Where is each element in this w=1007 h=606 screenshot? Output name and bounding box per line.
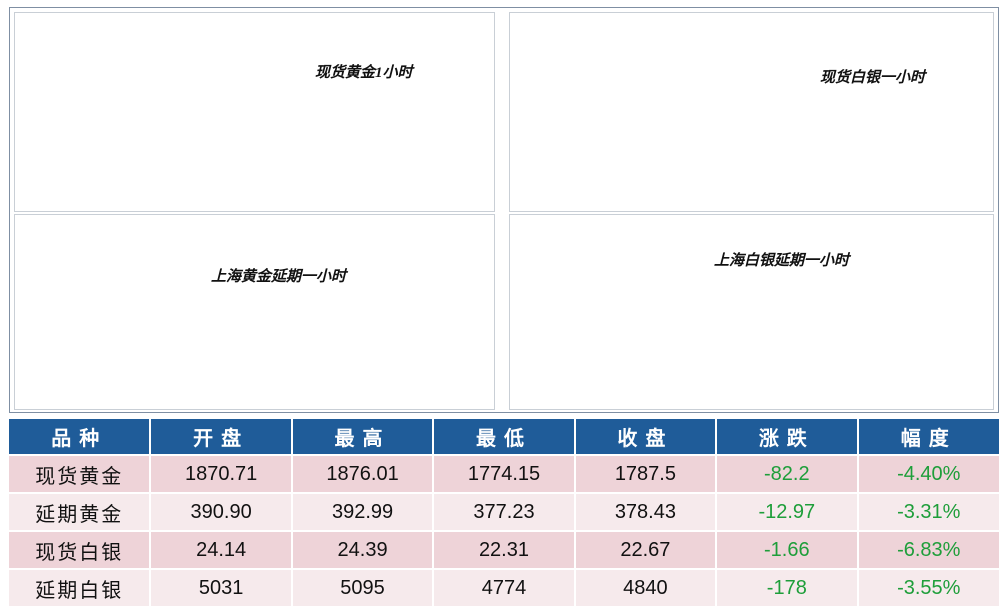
- table-row: 现货黄金 1870.71 1876.01 1774.15 1787.5 -82.…: [9, 454, 999, 493]
- cell-percent: -3.31%: [857, 492, 999, 531]
- cell-variety: 延期白银: [9, 568, 152, 606]
- cell-percent: -6.83%: [857, 530, 999, 569]
- cell-change: -82.2: [716, 454, 859, 493]
- cell-variety: 现货白银: [9, 530, 152, 569]
- header-close: 收盘: [574, 419, 718, 455]
- table-header-row: 品种 开盘 最高 最低 收盘 涨跌 幅度: [9, 419, 999, 455]
- chart-svg-sh-silver-td: [510, 215, 994, 410]
- cell-change: -1.66: [716, 530, 859, 569]
- cell-variety: 现货黄金: [9, 454, 152, 493]
- cell-high: 5095: [291, 568, 435, 606]
- cell-change: -12.97: [716, 492, 859, 531]
- header-open: 开盘: [150, 419, 293, 455]
- header-low: 最低: [433, 419, 576, 455]
- cell-close: 22.67: [574, 530, 718, 569]
- cell-change: -178: [716, 568, 859, 606]
- cell-percent: -4.40%: [857, 454, 999, 493]
- cell-percent: -3.55%: [857, 568, 999, 606]
- cell-low: 377.23: [433, 492, 576, 531]
- chart-svg-spot-silver: [510, 13, 994, 212]
- cell-low: 22.31: [433, 530, 576, 569]
- chart-title-sh-gold-td: 上海黄金延期一小时: [211, 269, 347, 285]
- table-row: 延期黄金 390.90 392.99 377.23 378.43 -12.97 …: [9, 492, 999, 531]
- cell-low: 4774: [433, 568, 576, 606]
- cell-open: 1870.71: [150, 454, 293, 493]
- chart-svg-sh-gold-td: [15, 215, 495, 410]
- cell-close: 378.43: [574, 492, 718, 531]
- price-summary-table: 品种 开盘 最高 最低 收盘 涨跌 幅度 现货黄金 1870.71 1876.0…: [9, 419, 999, 606]
- cell-variety: 延期黄金: [9, 492, 152, 531]
- header-percent: 幅度: [857, 419, 999, 455]
- charts-frame: 现货黄金1小时 现货白银一小时 上海黄金延期一小时 上海白银延期一小时: [9, 7, 999, 413]
- chart-panel-sh-gold-td: 上海黄金延期一小时: [14, 214, 495, 410]
- cell-high: 24.39: [291, 530, 435, 569]
- header-change: 涨跌: [716, 419, 859, 455]
- cell-open: 390.90: [150, 492, 293, 531]
- chart-panel-sh-silver-td: 上海白银延期一小时: [509, 214, 994, 410]
- chart-panel-spot-gold: 现货黄金1小时: [14, 12, 495, 212]
- chart-panel-spot-silver: 现货白银一小时: [509, 12, 994, 212]
- chart-title-spot-gold: 现货黄金1小时: [315, 65, 413, 81]
- cell-close: 4840: [574, 568, 718, 606]
- cell-open: 5031: [150, 568, 293, 606]
- header-high: 最高: [291, 419, 435, 455]
- cell-high: 392.99: [291, 492, 435, 531]
- table-row: 延期白银 5031 5095 4774 4840 -178 -3.55%: [9, 568, 999, 606]
- cell-low: 1774.15: [433, 454, 576, 493]
- chart-title-sh-silver-td: 上海白银延期一小时: [714, 253, 850, 269]
- header-variety: 品种: [9, 419, 152, 455]
- cell-close: 1787.5: [574, 454, 718, 493]
- chart-svg-spot-gold: [15, 13, 495, 212]
- table-row: 现货白银 24.14 24.39 22.31 22.67 -1.66 -6.83…: [9, 530, 999, 569]
- cell-high: 1876.01: [291, 454, 435, 493]
- cell-open: 24.14: [150, 530, 293, 569]
- chart-title-spot-silver: 现货白银一小时: [820, 70, 926, 86]
